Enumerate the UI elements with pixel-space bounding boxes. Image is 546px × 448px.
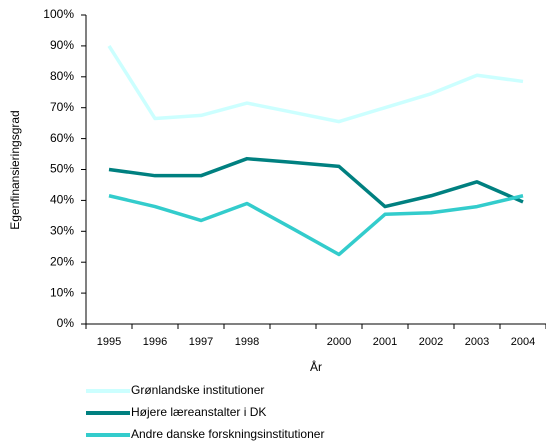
x-tick-label: 2002 [419,336,443,348]
legend-label: Grønlandske institutioner [131,383,264,397]
series-line [108,156,524,209]
series-line [107,44,524,124]
y-tick-label: 0% [57,316,75,330]
x-tick-label: 1998 [235,336,259,348]
x-tick-label: 2004 [511,336,535,348]
legend-label: Højere læreanstalter i DK [131,405,266,419]
y-tick-label: 90% [50,38,74,52]
y-tick-label: 80% [50,69,74,83]
x-tick-label: 2000 [327,336,351,348]
x-tick-label: 2003 [465,336,489,348]
x-tick-label: 1995 [97,336,121,348]
y-tick-label: 60% [50,131,74,145]
x-axis-label: År [310,359,322,374]
y-tick-label: 50% [50,162,74,176]
x-tick-label: 1996 [143,336,167,348]
legend-label: Andre danske forskningsinstitutioner [131,427,324,441]
x-tick-label: 1997 [189,336,213,348]
series-line [108,194,524,257]
y-tick-label: 40% [50,193,74,207]
y-axis-label: Egenfinansieringsgrad [8,110,22,229]
y-tick-label: 30% [50,223,74,237]
y-tick-label: 20% [50,254,74,268]
y-tick-label: 70% [50,100,74,114]
y-tick-label: 100% [43,7,74,21]
y-tick-label: 10% [50,285,74,299]
x-tick-label: 2001 [373,336,397,348]
